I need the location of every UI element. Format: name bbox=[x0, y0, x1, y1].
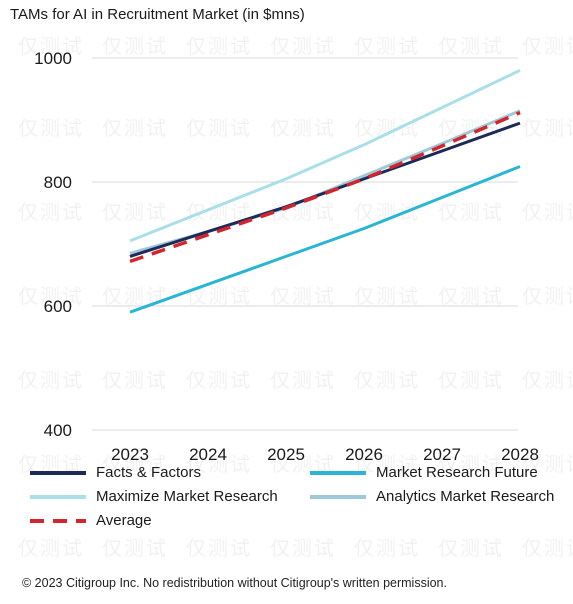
series-line-market-research-future bbox=[129, 165, 521, 314]
copyright-footer: © 2023 Citigroup Inc. No redistribution … bbox=[22, 576, 447, 590]
grid-layer bbox=[92, 57, 518, 431]
legend-label: Analytics Market Research bbox=[376, 488, 555, 505]
y-axis-ticks: 400 600 800 1000 bbox=[34, 49, 72, 440]
x-tick-label: 2023 bbox=[111, 445, 149, 460]
y-tick-label: 800 bbox=[44, 173, 72, 192]
legend-item-average: Average bbox=[28, 512, 152, 529]
legend-item-maximize-market-research: Maximize Market Research bbox=[28, 488, 278, 505]
x-tick-label: 2027 bbox=[423, 445, 461, 460]
y-tick-label: 600 bbox=[44, 297, 72, 316]
series-line-maximize-market-research bbox=[129, 69, 521, 243]
watermark-text: 仅测试 bbox=[102, 536, 168, 560]
x-tick-label: 2024 bbox=[189, 445, 227, 460]
watermark-text: 仅测试 bbox=[522, 536, 573, 560]
legend-label: Maximize Market Research bbox=[96, 488, 278, 505]
legend-swatch bbox=[28, 491, 88, 503]
legend-label: Average bbox=[96, 512, 152, 529]
legend-swatch bbox=[28, 515, 88, 527]
series-line-facts-factors bbox=[129, 121, 521, 258]
legend-item-market-research-future: Market Research Future bbox=[308, 464, 538, 481]
watermark-text: 仅测试 bbox=[186, 536, 252, 560]
watermark-text: 仅测试 bbox=[354, 536, 420, 560]
x-tick-label: 2025 bbox=[267, 445, 305, 460]
chart-title: TAMs for AI in Recruitment Market (in $m… bbox=[10, 6, 305, 23]
watermark-text: 仅测试 bbox=[438, 536, 504, 560]
legend-label: Facts & Factors bbox=[96, 464, 202, 481]
legend-item-facts-factors: Facts & Factors bbox=[28, 464, 201, 481]
x-tick-label: 2026 bbox=[345, 445, 383, 460]
series-layer bbox=[129, 69, 521, 314]
y-tick-label: 400 bbox=[44, 421, 72, 440]
watermark-text: 仅测试 bbox=[270, 536, 336, 560]
x-tick-label: 2028 bbox=[501, 445, 539, 460]
legend-swatch bbox=[308, 491, 368, 503]
y-tick-label: 1000 bbox=[34, 49, 72, 68]
series-line-average bbox=[129, 110, 521, 264]
chart-plot: 400 600 800 1000 2023 2024 2025 2026 2027 2028 bbox=[34, 49, 539, 460]
legend-label: Market Research Future bbox=[376, 464, 538, 481]
legend-item-analytics-market-research: Analytics Market Research bbox=[308, 488, 554, 505]
watermark-text: 仅测试 bbox=[18, 536, 84, 560]
legend-swatch bbox=[308, 467, 368, 479]
legend-swatch bbox=[28, 467, 88, 479]
x-axis-ticks: 2023 2024 2025 2026 2027 2028 bbox=[111, 445, 539, 460]
